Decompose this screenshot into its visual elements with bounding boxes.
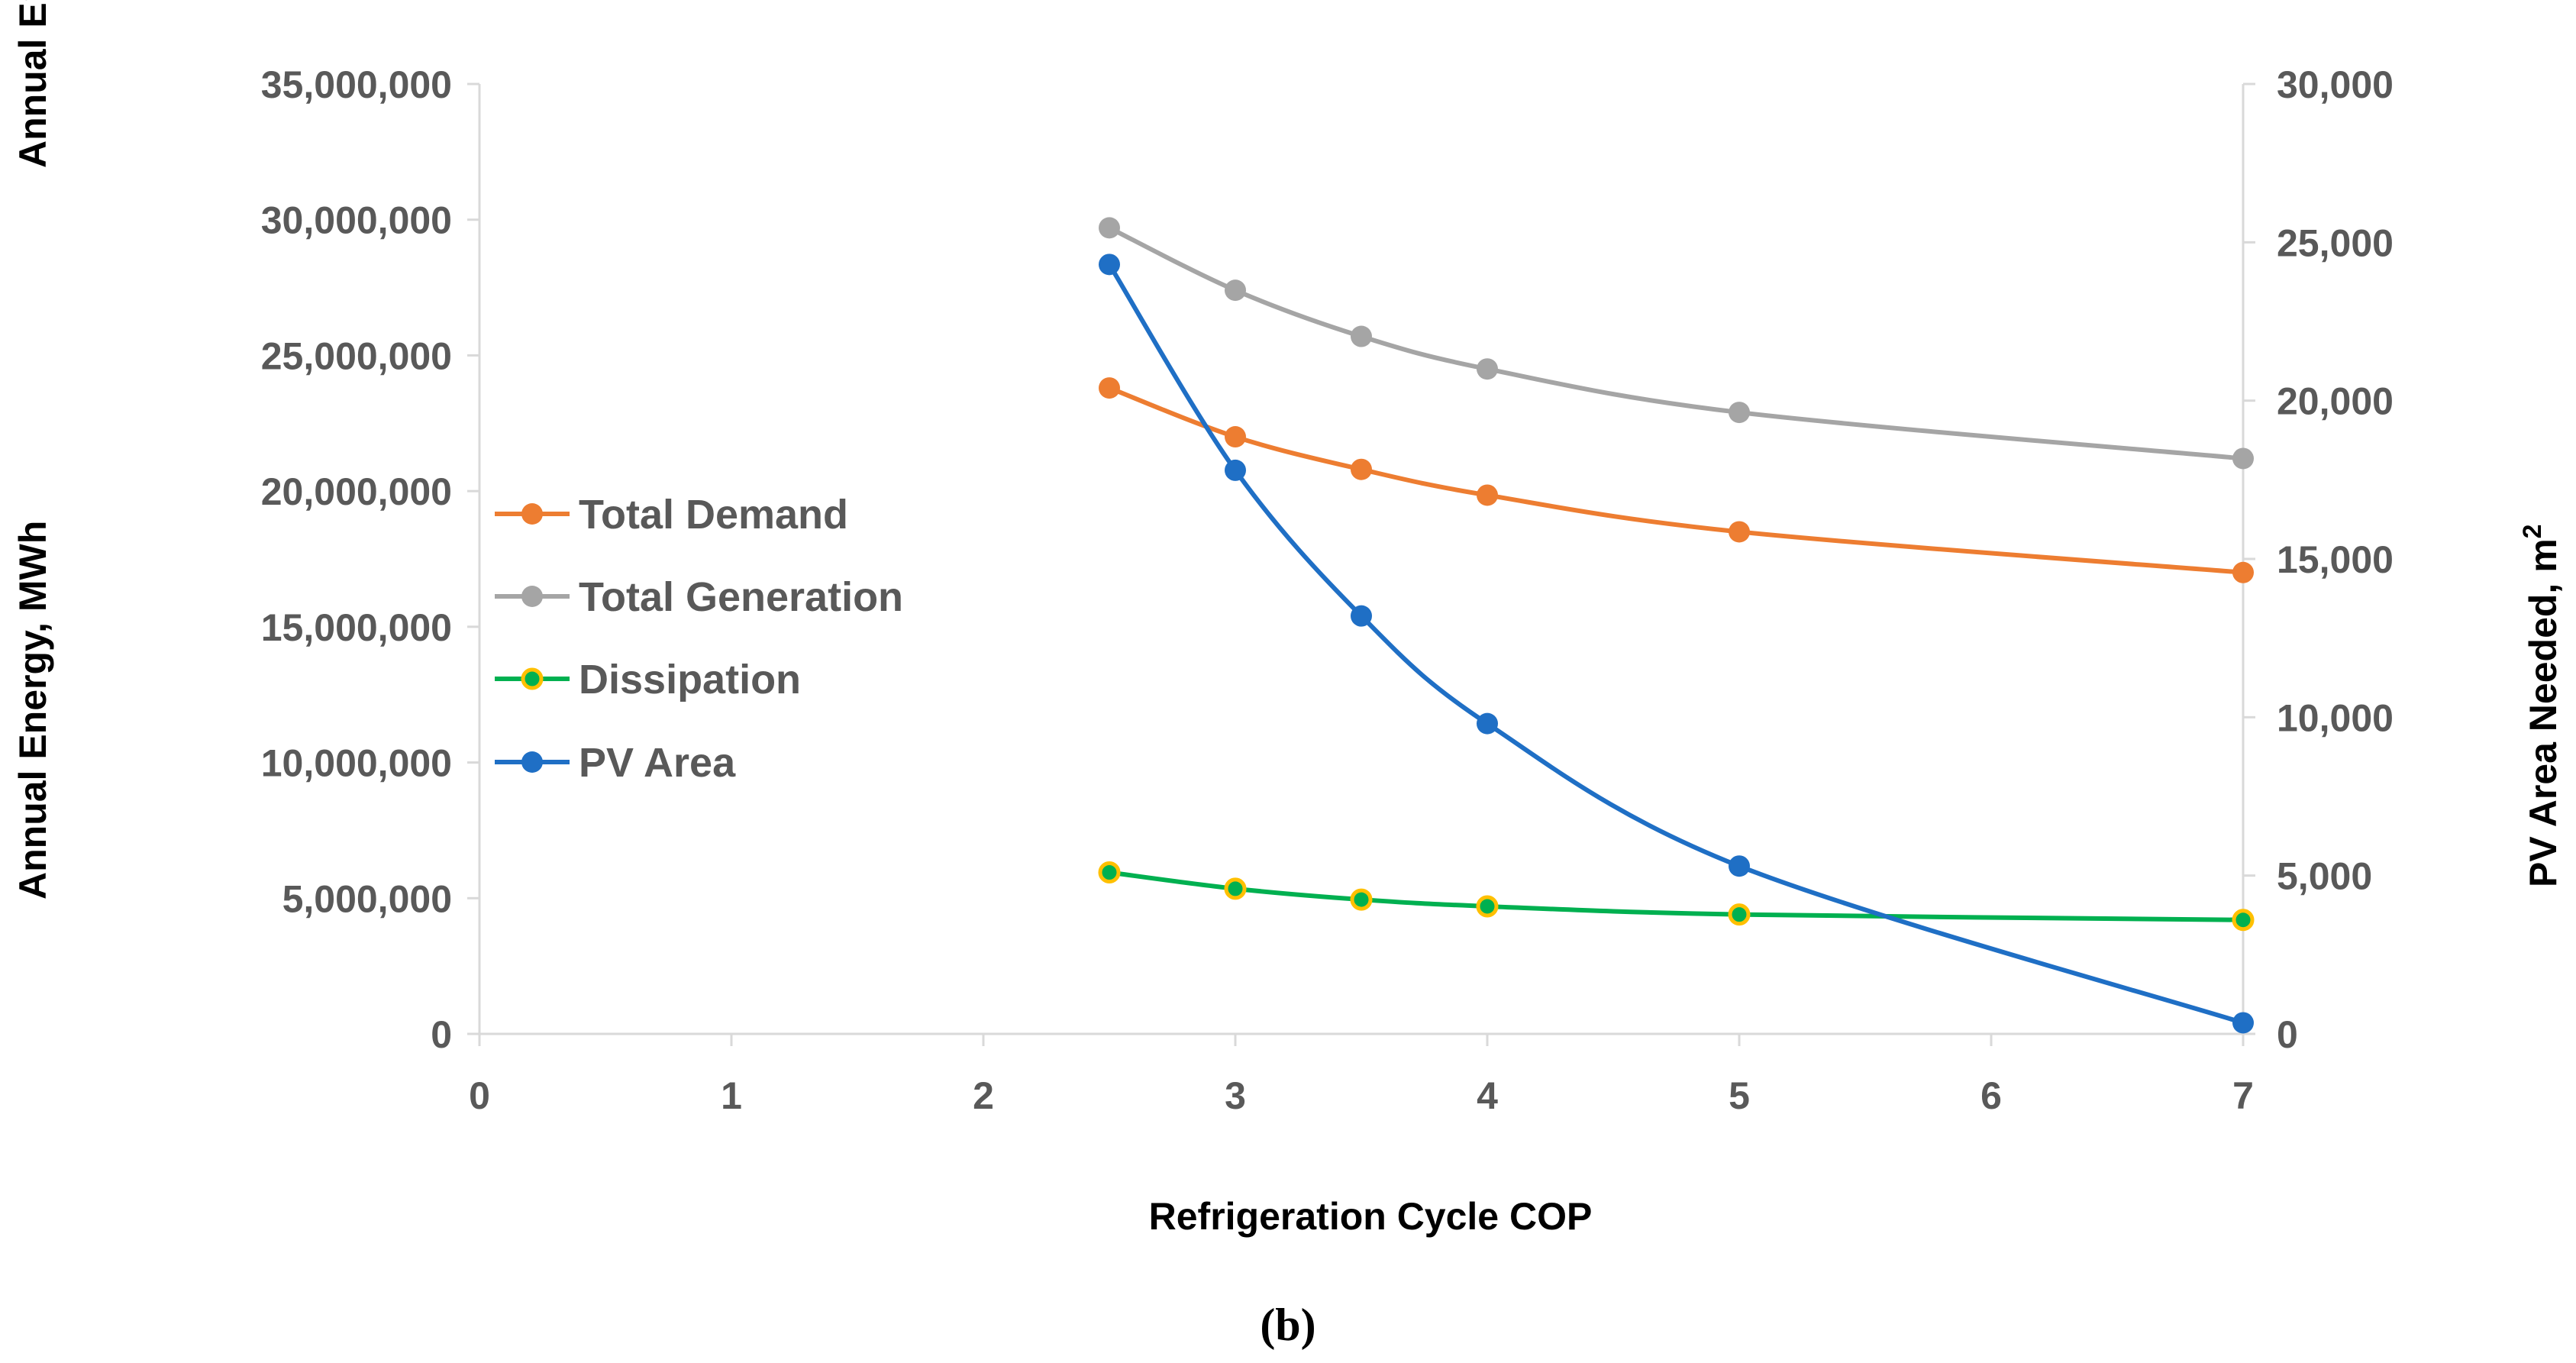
series-total-generation: [1099, 217, 2254, 470]
x-axis-title: Refrigeration Cycle COP: [1149, 1195, 1593, 1238]
y-tick-label: 0: [431, 1013, 452, 1056]
data-point-total-demand: [2232, 561, 2254, 583]
legend-label-pv-area: PV Area: [579, 740, 736, 786]
data-point-total-generation: [2232, 447, 2254, 470]
y2-tick-label: 30,000: [2277, 63, 2394, 106]
data-point-total-demand: [1099, 377, 1120, 399]
legend-item-total-generation: Total Generation: [495, 574, 903, 620]
y-tick-label: 20,000,000: [261, 470, 452, 513]
series-line-total-generation: [1108, 225, 2244, 461]
series-layer: [1098, 217, 2255, 1034]
y2-tick-label: 5,000: [2277, 855, 2372, 898]
data-point-total-demand: [1729, 521, 1750, 543]
y2-tick-label: 20,000: [2277, 380, 2394, 423]
y-tick-label: 35,000,000: [261, 63, 452, 106]
x-tick-label: 1: [721, 1074, 742, 1117]
data-point-pv-area: [2232, 1012, 2254, 1034]
x-tick-label: 5: [1729, 1074, 1750, 1117]
axes: [467, 82, 2255, 1046]
x-tick-label: 4: [1477, 1074, 1498, 1117]
x-tick-label: 0: [469, 1074, 490, 1117]
legend-item-dissipation: Dissipation: [495, 657, 801, 702]
data-point-total-generation: [1099, 217, 1120, 239]
y2-tick-label: 25,000: [2277, 221, 2394, 264]
series-pv-area: [1099, 254, 2254, 1034]
y-axis-title: Annual Energy, MWh: [11, 521, 54, 900]
y2-tick-label: 10,000: [2277, 696, 2394, 739]
data-point-pv-area: [1225, 459, 1246, 481]
y-tick-label: 25,000,000: [261, 334, 452, 377]
data-point-total-demand: [1477, 484, 1498, 506]
legend-marker-total-demand: [521, 503, 543, 525]
data-point-dissipation: [1476, 895, 1499, 918]
y2-axis-title-superscript: 2: [2518, 524, 2547, 538]
y2-axis-title: PV Area Needed, m2: [2518, 524, 2565, 887]
data-point-dissipation: [2232, 909, 2255, 932]
y-tick-label: 30,000,000: [261, 199, 452, 242]
series-dissipation: [1098, 861, 2255, 932]
data-point-total-generation: [1351, 325, 1372, 347]
data-point-pv-area: [1477, 712, 1498, 735]
data-point-total-generation: [1729, 402, 1750, 424]
data-point-dissipation: [1224, 877, 1247, 900]
legend-label-dissipation: Dissipation: [579, 657, 801, 702]
y-tick-label: 15,000,000: [261, 606, 452, 649]
legend-marker-pv-area: [521, 751, 543, 773]
y-tick-label: 5,000,000: [282, 877, 452, 920]
legend-item-pv-area: PV Area: [495, 740, 736, 786]
y-tick-label: 10,000,000: [261, 742, 452, 785]
data-point-dissipation: [1098, 861, 1121, 884]
data-point-dissipation: [1728, 903, 1751, 926]
data-point-dissipation: [1350, 888, 1373, 911]
data-point-total-demand: [1351, 458, 1372, 480]
data-point-pv-area: [1099, 254, 1120, 276]
tick-labels: 0 5,000,000 10,000,000 15,000,000 20,000,000…: [261, 63, 2394, 1117]
data-point-total-generation: [1225, 279, 1246, 302]
y-axis-title-clipped: Annual Ene: [11, 0, 54, 168]
x-tick-label: 6: [1980, 1074, 2002, 1117]
data-point-total-demand: [1225, 426, 1246, 448]
y2-tick-label: 0: [2277, 1013, 2298, 1056]
y2-tick-label: 15,000: [2277, 538, 2394, 581]
series-total-demand: [1099, 377, 2254, 583]
series-line-dissipation: [1109, 870, 2244, 922]
data-point-total-generation: [1477, 358, 1498, 380]
series-line-total-demand: [1108, 386, 2244, 575]
data-point-pv-area: [1729, 855, 1750, 877]
x-tick-label: 3: [1225, 1074, 1246, 1117]
series-line-pv-area: [1107, 263, 2244, 1025]
legend-marker-total-generation: [521, 586, 543, 607]
figure-caption: (b): [1260, 1300, 1315, 1350]
legend-marker-dissipation: [521, 667, 544, 690]
data-point-pv-area: [1351, 605, 1372, 627]
legend-label-total-demand: Total Demand: [579, 492, 848, 538]
legend-label-total-generation: Total Generation: [579, 574, 903, 620]
x-tick-label: 7: [2232, 1074, 2254, 1117]
legend-item-total-demand: Total Demand: [495, 492, 848, 538]
y2-axis-title-main: PV Area Needed, m: [2522, 538, 2565, 887]
x-tick-label: 2: [973, 1074, 994, 1117]
legend: Total Demand Total Generation Dissipatio…: [495, 492, 903, 786]
